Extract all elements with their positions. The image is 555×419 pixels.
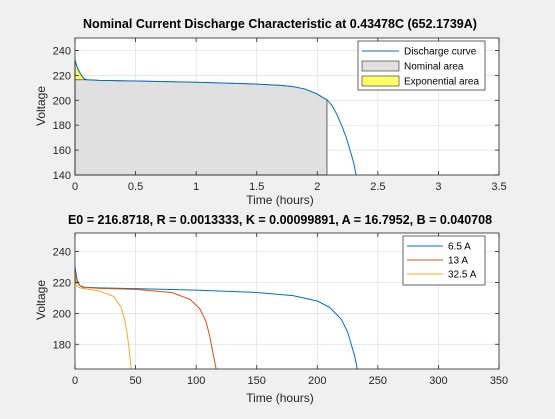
top-series-line-0	[74, 60, 357, 176]
bottom-xtick-label: 300	[429, 375, 447, 387]
top-chart-xlabel: Time (hours)	[246, 193, 314, 207]
legend-label-nominal-area: Nominal area	[404, 62, 464, 73]
bottom-xtick-label: 100	[187, 375, 205, 387]
top-xtick-label: 2	[314, 181, 320, 193]
legend-swatch-exponential-area	[361, 75, 400, 87]
top-ytick-label: 200	[53, 95, 71, 107]
bottom-chart-ylabel: Voltage	[34, 280, 48, 320]
top-xtick-label: 1.5	[249, 181, 264, 193]
top-chart-title: Nominal Current Discharge Characteristic…	[83, 17, 477, 31]
bottom-xtick-label: 200	[308, 375, 326, 387]
top-xtick-label: 0.5	[128, 181, 143, 193]
top-axes-frame	[74, 37, 500, 176]
bottom-chart-xlabel: Time (hours)	[246, 391, 314, 405]
top-xtick-label: 3	[435, 181, 441, 193]
bottom-ytick-label: 220	[53, 277, 71, 289]
top-ytick-label: 140	[53, 170, 71, 182]
bottom-chart-title: E0 = 216.8718, R = 0.0013333, K = 0.0009…	[68, 213, 492, 227]
legend-label-6-5-a: 6.5 A	[448, 242, 471, 253]
top-ytick-label: 220	[53, 70, 71, 82]
legend-label-exponential-area: Exponential area	[404, 77, 479, 88]
top-xtick-label: 1	[193, 181, 199, 193]
bottom-series-line-2	[74, 277, 132, 370]
legend-swatch-nominal-area	[361, 60, 400, 72]
top-xtick-label: 3.5	[491, 181, 506, 193]
top-ytick-label: 160	[53, 145, 71, 157]
bottom-chart-legend[interactable]: 6.5 A 13 A 32.5 A	[402, 235, 486, 286]
legend-label-32-5-a: 32.5 A	[448, 270, 477, 281]
bottom-xtick-label: 0	[72, 375, 78, 387]
bottom-ytick-label: 240	[53, 247, 71, 259]
bottom-axes-frame	[74, 232, 500, 370]
top-xtick-label: 2.5	[370, 181, 385, 193]
legend-label-discharge-curve: Discharge curve	[404, 47, 477, 58]
bottom-xtick-label: 250	[369, 375, 387, 387]
top-chart-legend[interactable]: Discharge curve Nominal area Exponential…	[357, 40, 486, 91]
top-chart-ylabel: Voltage	[34, 86, 48, 126]
top-chart-plot-area[interactable]: 0 0.5 1 1.5 2 2.5 3 3.5 140 160 180 200 220 240	[53, 37, 507, 193]
top-chart: Nominal Current Discharge Characteristic…	[34, 17, 507, 207]
top-xtick-label: 0	[72, 181, 78, 193]
bottom-xtick-label: 150	[248, 375, 266, 387]
bottom-ytick-label: 200	[53, 308, 71, 320]
bottom-chart: E0 = 216.8718, R = 0.0013333, K = 0.0009…	[34, 213, 508, 405]
top-ytick-label: 180	[53, 120, 71, 132]
bottom-ytick-label: 180	[53, 339, 71, 351]
bottom-series-line-1	[74, 270, 217, 370]
legend-label-13-a: 13 A	[448, 256, 468, 267]
bottom-xtick-label: 50	[129, 375, 141, 387]
bottom-xtick-label: 350	[490, 375, 508, 387]
top-ytick-label: 240	[53, 45, 71, 57]
